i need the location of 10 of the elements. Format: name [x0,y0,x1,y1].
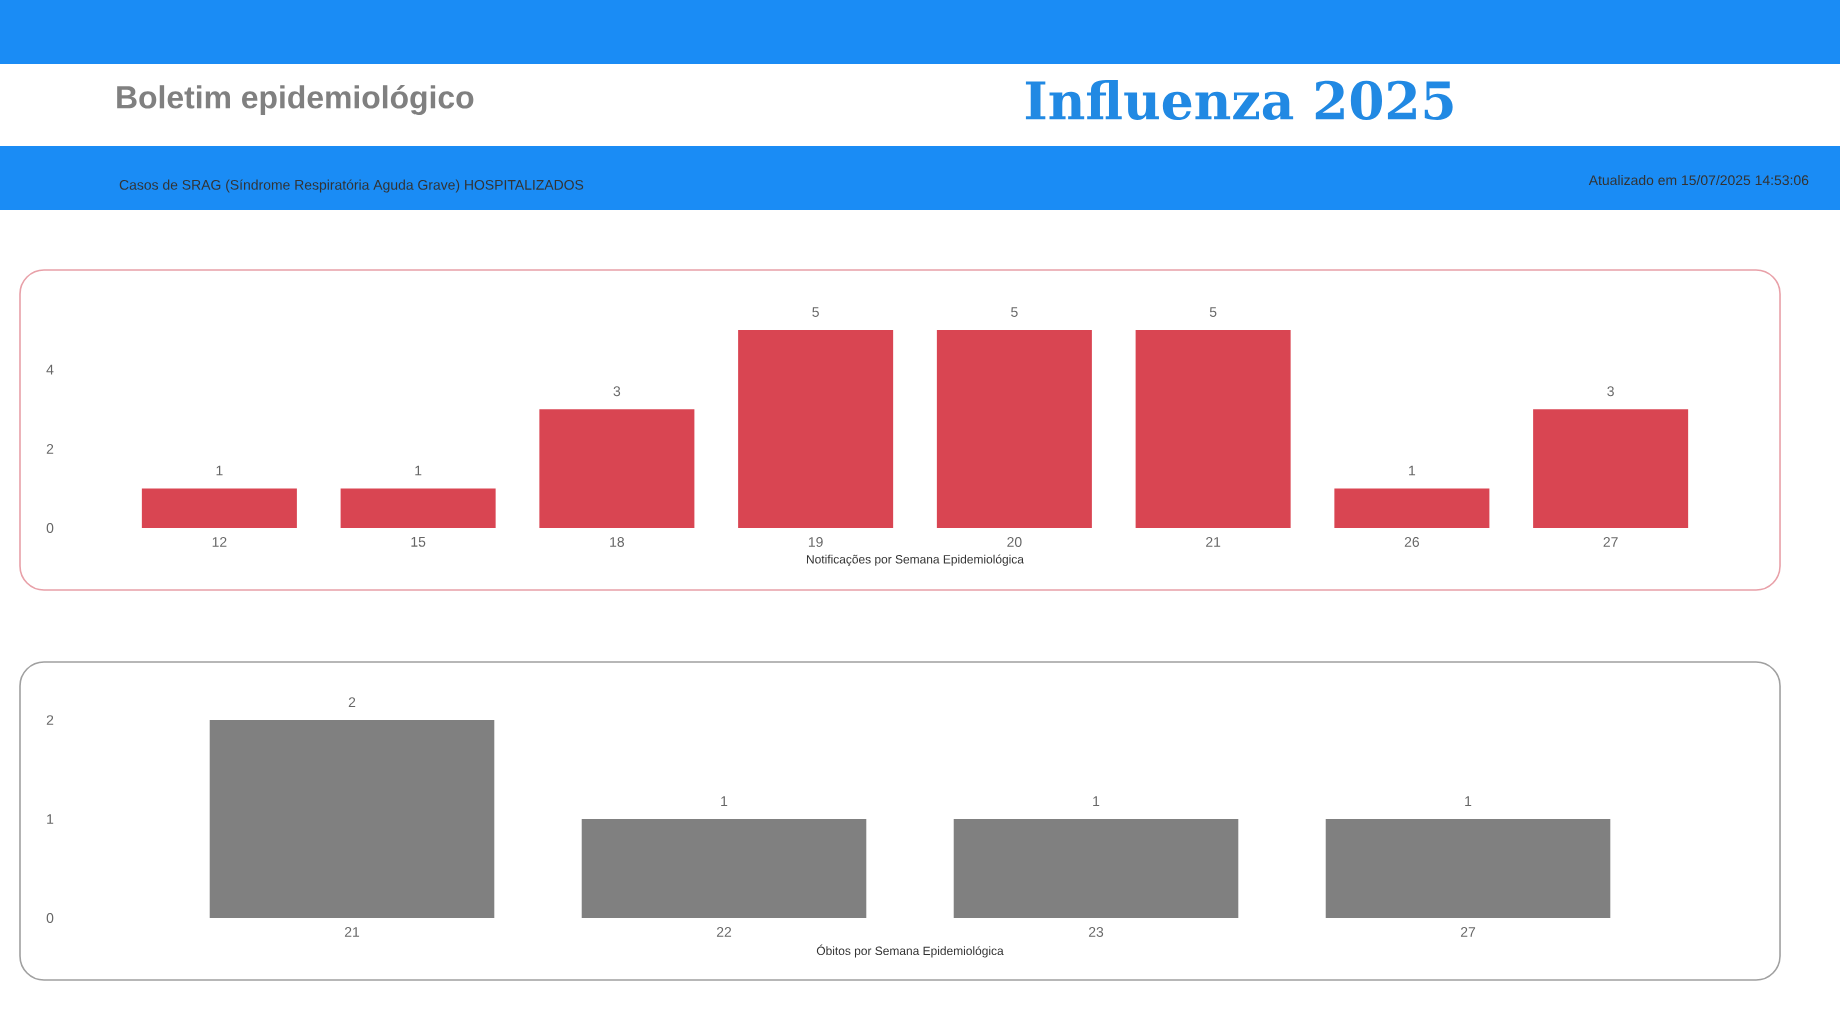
bar [1533,409,1689,528]
chart-title: Influenza 2025 [1025,79,1453,121]
bar [141,488,297,528]
bar [1334,488,1490,528]
bar [1135,329,1291,528]
bar [936,329,1092,528]
bar [539,409,695,528]
chart-subtitle: Boletim epidemiológico [117,84,474,116]
bar [738,329,894,528]
bar [340,488,496,528]
